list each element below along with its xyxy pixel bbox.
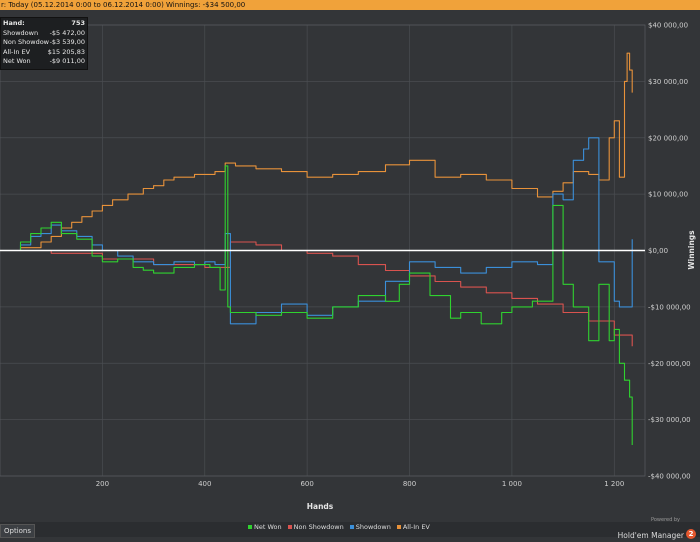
tooltip-row-net-won: Net Won -$9 011,00 (3, 57, 85, 65)
x-tick-label: 400 (198, 480, 211, 488)
title-bar: r: Today (05.12.2014 0:00 to 06.12.2014 … (0, 0, 700, 10)
y-tick-label: -$20 000,00 (648, 360, 691, 368)
chart-series (0, 52, 645, 445)
brand-badge-icon: 2 (686, 528, 696, 539)
legend-item-net-won[interactable]: Net Won (248, 523, 282, 531)
brand-name: Hold'em Manager (617, 531, 684, 540)
series-line-non-showdown (0, 241, 633, 347)
brand-logo: Powered by Hold'em Manager 2 (618, 517, 696, 542)
tooltip-row-showdown: Showdown -$5 472,00 (3, 28, 85, 37)
legend-item-non-showdown[interactable]: Non Showdown (287, 523, 344, 531)
bottom-bar (0, 522, 700, 537)
filter-title: r: Today (05.12.2014 0:00 to 06.12.2014 … (1, 1, 246, 9)
legend-swatch (248, 525, 252, 529)
y-tick-label: $0,00 (648, 247, 668, 255)
options-button[interactable]: Options (0, 524, 36, 538)
x-tick-label: 1 200 (604, 480, 624, 488)
tooltip-row-non-showdown: Non Showdow -$3 539,00 (3, 38, 85, 46)
legend-item-all-in-ev[interactable]: All-In EV (396, 523, 430, 531)
y-tick-label: -$30 000,00 (648, 416, 691, 424)
y-tick-label: $10 000,00 (648, 191, 688, 199)
chart-axes: 200 400 600 800 1 000 1 200 $40 000,00 $30 000,… (96, 22, 691, 489)
y-tick-label: -$40 000,00 (648, 473, 691, 481)
hover-tooltip: Hand: 753 Showdown -$5 472,00 Non Showdo… (0, 17, 88, 70)
legend-swatch (396, 525, 401, 529)
powered-by-text: Powered by (651, 517, 680, 523)
legend-swatch (349, 525, 354, 529)
x-tick-label: 200 (96, 480, 109, 488)
x-tick-label: 800 (403, 480, 416, 488)
y-tick-label: $20 000,00 (648, 134, 688, 142)
series-line-showdown (0, 137, 633, 325)
tooltip-row-hand: Hand: 753 (3, 19, 85, 27)
chart-legend: Net Won Non Showdown Showdown All-In EV (248, 523, 430, 531)
series-line-all-in-ev (0, 52, 633, 252)
x-tick-label: 1 000 (502, 480, 522, 488)
y-axis-label: Winnings (687, 230, 696, 270)
series-line-net-won (0, 165, 633, 445)
x-axis-label: Hands (307, 502, 334, 511)
y-tick-label: $30 000,00 (648, 78, 688, 86)
y-tick-label: $40 000,00 (648, 22, 688, 30)
tooltip-row-all-in-ev: All-In EV $15 205,83 (3, 47, 85, 56)
x-tick-label: 600 (300, 480, 313, 488)
legend-item-showdown[interactable]: Showdown (349, 523, 391, 531)
legend-swatch (287, 525, 292, 529)
y-tick-label: -$10 000,00 (648, 303, 691, 311)
